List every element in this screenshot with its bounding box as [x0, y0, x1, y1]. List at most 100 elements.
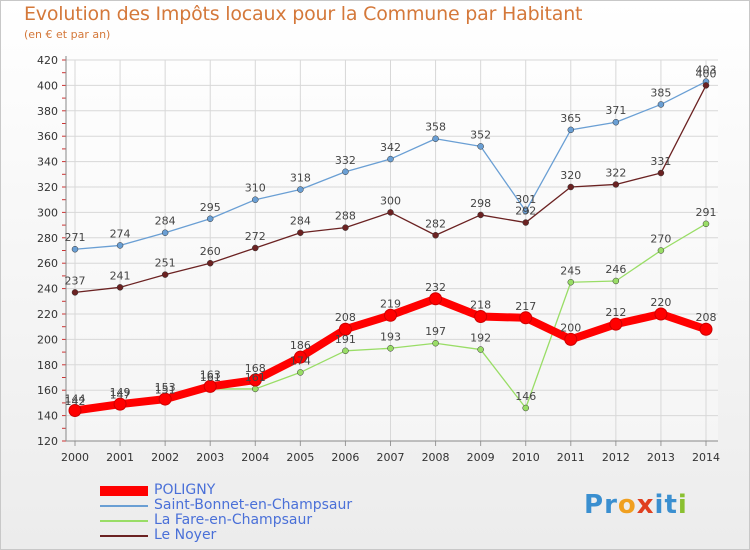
chart-subtitle: (en € et par an)	[24, 28, 111, 41]
x-tick-label: 2006	[331, 451, 359, 464]
point-saint-bonnet	[206, 215, 214, 222]
data-label-poligny: 200	[560, 321, 581, 334]
data-label-la-fare: 197	[425, 325, 446, 338]
data-label-la-fare: 270	[650, 233, 671, 246]
point-la-fare	[432, 339, 439, 347]
data-label-poligny: 163	[200, 368, 221, 381]
point-saint-bonnet	[71, 245, 79, 253]
x-tick-label: 2014	[692, 451, 720, 464]
point-le-noyer	[206, 259, 214, 267]
data-label-la-fare: 192	[470, 332, 491, 345]
point-le-noyer	[387, 209, 394, 216]
data-label-saint-bonnet: 318	[290, 172, 311, 185]
point-la-fare	[567, 279, 575, 286]
legend: POLIGNY Saint-Bonnet-en-Champsaur La Fare-…	[100, 483, 352, 543]
y-tick-label: 140	[37, 410, 58, 423]
data-label-saint-bonnet: 342	[380, 141, 401, 154]
legend-item-saint-bonnet: Saint-Bonnet-en-Champsaur	[100, 498, 352, 513]
data-label-le-noyer: 298	[470, 197, 491, 210]
data-label-le-noyer: 260	[200, 245, 221, 258]
y-tick-label: 240	[37, 283, 58, 296]
data-label-la-fare: 146	[515, 390, 536, 403]
x-tick-label: 2005	[286, 451, 314, 464]
data-label-poligny: 208	[696, 311, 717, 324]
data-label-poligny: 219	[380, 297, 401, 310]
data-label-le-noyer: 284	[290, 215, 311, 228]
point-le-noyer	[252, 244, 259, 252]
legend-item-la-fare: La Fare-en-Champsaur	[100, 513, 352, 528]
point-poligny	[564, 332, 578, 346]
point-la-fare	[702, 220, 710, 228]
x-tick-label: 2001	[106, 451, 134, 464]
x-tick-label: 2011	[557, 451, 585, 464]
point-poligny	[158, 392, 172, 406]
point-le-noyer	[71, 289, 79, 296]
data-label-poligny: 232	[425, 281, 446, 294]
series-layer	[68, 78, 713, 418]
data-label-le-noyer: 272	[245, 230, 266, 243]
axes: 120 140 160 180 200 220 240 260 280 300 320 340 360 3…	[37, 54, 720, 464]
x-tick-label: 2002	[151, 451, 179, 464]
y-tick-label: 400	[37, 79, 58, 92]
point-poligny	[248, 373, 262, 387]
logo-letter: i	[654, 490, 665, 520]
logo-letter: x	[636, 490, 655, 520]
legend-label-le-noyer: Le Noyer	[154, 527, 217, 543]
point-la-fare	[252, 385, 259, 393]
point-saint-bonnet	[657, 101, 665, 108]
data-label-le-noyer: 331	[650, 155, 671, 168]
point-poligny	[474, 310, 488, 324]
legend-swatch-la-fare	[100, 519, 148, 522]
data-label-saint-bonnet: 301	[515, 193, 536, 206]
logo-letter: i	[677, 490, 688, 520]
point-la-fare	[477, 346, 484, 353]
point-la-fare	[522, 404, 529, 412]
y-tick-label: 220	[37, 308, 58, 321]
data-label-le-noyer: 282	[425, 217, 446, 230]
data-label-saint-bonnet: 284	[155, 215, 176, 228]
data-label-la-fare: 174	[290, 354, 311, 367]
point-la-fare	[657, 247, 665, 254]
data-labels: 144 149 153 163 168 186 208 219 232 218 217 200 212 2…	[65, 64, 717, 408]
point-poligny	[429, 292, 443, 306]
point-poligny	[293, 350, 307, 364]
point-la-fare	[387, 345, 394, 352]
x-tick-label: 2004	[241, 451, 269, 464]
x-tick-label: 2003	[196, 451, 224, 464]
y-tick-label: 320	[37, 181, 58, 194]
point-poligny	[609, 317, 623, 331]
legend-item-poligny: POLIGNY	[100, 483, 352, 498]
logo-letter: P	[584, 490, 605, 520]
x-tick-label: 2009	[467, 451, 495, 464]
data-label-saint-bonnet: 274	[110, 227, 131, 240]
data-label-le-noyer: 300	[380, 194, 401, 207]
legend-label-la-fare: La Fare-en-Champsaur	[154, 512, 313, 528]
point-le-noyer	[522, 219, 529, 226]
data-label-poligny: 153	[155, 381, 176, 394]
data-label-poligny: 208	[335, 311, 356, 324]
data-label-la-fare: 151	[155, 384, 176, 397]
point-saint-bonnet	[252, 196, 259, 203]
point-saint-bonnet	[522, 207, 529, 215]
data-label-saint-bonnet: 403	[696, 64, 717, 77]
x-tick-label: 2000	[61, 451, 89, 464]
data-label-poligny: 218	[470, 299, 491, 312]
logo-letter: t	[664, 490, 678, 520]
data-label-la-fare: 291	[696, 206, 717, 219]
point-saint-bonnet	[612, 118, 620, 126]
legend-label-saint-bonnet: Saint-Bonnet-en-Champsaur	[154, 497, 353, 513]
y-tick-label: 180	[37, 359, 58, 372]
chart-title: Evolution des Impôts locaux pour la Comm…	[24, 3, 583, 25]
data-label-poligny: 220	[650, 296, 671, 309]
data-label-la-fare: 246	[605, 263, 626, 276]
y-tick-label: 360	[37, 130, 58, 143]
point-poligny	[113, 397, 127, 411]
data-label-la-fare: 147	[110, 389, 131, 402]
point-poligny	[699, 322, 713, 336]
point-saint-bonnet	[342, 168, 349, 176]
x-tick-label: 2007	[377, 451, 405, 464]
x-tick-label: 2013	[647, 451, 675, 464]
point-saint-bonnet	[116, 242, 124, 249]
point-le-noyer	[657, 169, 665, 177]
